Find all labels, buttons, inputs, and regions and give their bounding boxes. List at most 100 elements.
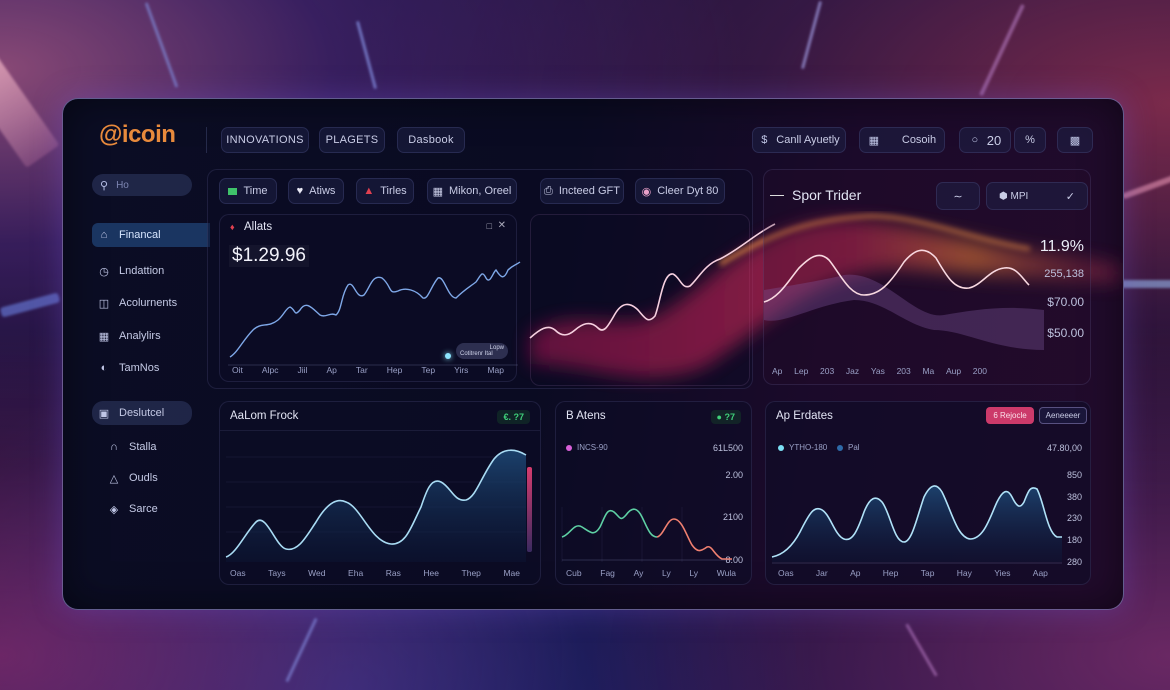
glow-wave-chart bbox=[529, 213, 1120, 378]
bar-chart-icon: ▩ bbox=[1069, 134, 1081, 147]
coin-button[interactable]: ▦ Cosoih bbox=[859, 127, 945, 153]
legend-dot-icon bbox=[837, 445, 843, 451]
sidebar-label: Oudls bbox=[129, 472, 158, 484]
stat-volume: 255,138 bbox=[1044, 268, 1084, 280]
sidebar-sub-stalla[interactable]: ∩ Stalla bbox=[92, 435, 208, 459]
sidebar-label: Lndattion bbox=[119, 265, 165, 277]
bg-light-streak bbox=[144, 2, 179, 88]
action-frock-area-chart bbox=[225, 449, 527, 562]
desktop-icon: ▣ bbox=[98, 407, 110, 420]
filter-label: Tirles bbox=[380, 185, 407, 197]
bg-light-streak bbox=[285, 617, 318, 683]
home-icon: ⌂ bbox=[100, 229, 108, 241]
bg-light-streak bbox=[0, 292, 61, 318]
bg-light-streak bbox=[1120, 280, 1170, 288]
nav-label: Dasbook bbox=[408, 134, 454, 146]
legend-dot-icon bbox=[566, 445, 572, 451]
nav-plagets[interactable]: PLAGETS bbox=[319, 127, 385, 153]
mpi-toggle[interactable]: ⬢ MPI ✓ bbox=[986, 182, 1088, 210]
green-square-icon bbox=[228, 187, 238, 195]
nav-dasbook[interactable]: Dasbook bbox=[397, 127, 465, 153]
bg-light-streak bbox=[979, 3, 1025, 97]
filter-mikon[interactable]: ▦ Mikon, Oreel bbox=[427, 178, 517, 204]
spot-trader-line-chart bbox=[763, 249, 1044, 350]
card-title: AaLom Frock bbox=[230, 410, 299, 422]
recycle-button[interactable]: 6 Rejocle bbox=[986, 407, 1034, 424]
sidebar-label: Deslutcel bbox=[119, 407, 165, 419]
nav-innovations[interactable]: INNOVATIONS bbox=[221, 127, 309, 153]
stat-percent: 11.9% bbox=[1039, 238, 1084, 255]
filter-time[interactable]: Time bbox=[219, 178, 277, 204]
y-label: 2.00 bbox=[725, 470, 743, 480]
allats-x-axis: Oit Alpc Jiil Ap Tar Hep Tep Yirs Map bbox=[232, 365, 504, 375]
search-input[interactable]: ⚲ Ho bbox=[92, 174, 192, 196]
sidebar-item-tamnos[interactable]: ◐ TamNos bbox=[92, 356, 208, 380]
bell-icon: △ bbox=[109, 472, 119, 485]
sidebar-label: Acolurnents bbox=[119, 297, 178, 309]
sidebar-label: Stalla bbox=[129, 441, 157, 453]
header-divider bbox=[206, 127, 207, 153]
sidebar-item-acolurnents[interactable]: ◫ Acolurnents bbox=[92, 291, 208, 315]
y-label: 850 bbox=[1066, 470, 1082, 480]
answer-button[interactable]: Aeneeeer bbox=[1039, 407, 1087, 424]
y-label: 280 bbox=[1066, 557, 1082, 567]
allats-card: ♦ Allats □ ✕ $1.29.96 Lopw Cotitrenr Ita… bbox=[219, 214, 521, 382]
globe-icon: ◉ bbox=[641, 185, 652, 198]
b-alerts-line-chart bbox=[561, 507, 732, 562]
red-flask-icon: ▲ bbox=[363, 185, 375, 197]
grid-icon: ▦ bbox=[868, 134, 880, 147]
scroll-indicator[interactable] bbox=[527, 467, 532, 552]
bg-light-streak bbox=[905, 623, 938, 677]
filter-label: Incteed GFT bbox=[558, 185, 620, 197]
cash-label: Canll Ayuetly bbox=[776, 134, 840, 146]
filter-atiws[interactable]: ♥ Atiws bbox=[288, 178, 344, 204]
bar-chart-button[interactable]: ▩ bbox=[1057, 127, 1093, 153]
b-alerts-card: B Atens ● ?7 INCS-90 61L500 2.00 2100 8.… bbox=[555, 401, 752, 585]
spot-trader-x-axis: Ap Lep 203 Jaz Yas 203 Ma Aup 200 bbox=[772, 366, 987, 376]
check-icon: ✓ bbox=[1065, 190, 1075, 203]
data-point-marker[interactable] bbox=[445, 353, 451, 359]
card-title: Allats bbox=[244, 221, 273, 233]
sidebar-group-deslutcel[interactable]: ▣ Deslutcel bbox=[92, 401, 192, 425]
sidebar-sub-sarce[interactable]: ◈ Sarce bbox=[92, 497, 208, 521]
sidebar-sub-oudls[interactable]: △ Oudls bbox=[92, 466, 208, 490]
analytics-icon: ▦ bbox=[98, 330, 110, 343]
filter-label: Mikon, Oreel bbox=[449, 185, 512, 197]
bg-light-streak bbox=[1121, 166, 1170, 200]
printer-icon: ⎙ bbox=[544, 184, 553, 197]
sidebar-label: TamNos bbox=[119, 362, 160, 374]
legend-label: YTHO-180 bbox=[789, 443, 828, 452]
action-frock-x-axis: Oas Tays Wed Eha Ras Hee Thep Mae bbox=[230, 568, 520, 578]
wave-icon: ∼ bbox=[953, 190, 963, 203]
stat-price-high: $70.00 bbox=[1047, 295, 1084, 309]
filter-incteed[interactable]: ⎙ Incteed GFT bbox=[540, 178, 624, 204]
dollar-icon: $ bbox=[761, 134, 768, 146]
filter-tirles[interactable]: ▲ Tirles bbox=[356, 178, 414, 204]
percent-icon: % bbox=[1025, 134, 1035, 146]
filter-cleer[interactable]: ◉ Cleer Dyt 80 bbox=[635, 178, 725, 204]
wave-toggle-button[interactable]: ∼ bbox=[936, 182, 980, 210]
change-tag: €. ?7 bbox=[497, 410, 530, 424]
card-title: B Atens bbox=[566, 410, 606, 422]
search-placeholder: Ho bbox=[116, 179, 129, 191]
bg-light-streak bbox=[800, 0, 823, 70]
bg-light-streak bbox=[0, 22, 60, 168]
heart-icon: ♥ bbox=[296, 185, 304, 197]
nav-label: PLAGETS bbox=[325, 134, 379, 146]
filter-label: Cleer Dyt 80 bbox=[657, 185, 719, 197]
legend-dot-icon bbox=[778, 445, 784, 451]
y-label: 61L500 bbox=[712, 443, 743, 453]
calendar-icon: ▦ bbox=[432, 185, 444, 198]
percent-button[interactable]: % bbox=[1014, 127, 1046, 153]
y-label: 47.80,00 bbox=[1046, 443, 1082, 453]
card-title: Spor Trider bbox=[792, 187, 862, 203]
sidebar-item-lndattion[interactable]: ◷ Lndattion bbox=[92, 259, 208, 283]
copy-icon[interactable]: □ bbox=[486, 221, 492, 231]
sidebar-item-financal[interactable]: ⌂ Financal bbox=[92, 223, 210, 247]
close-icon[interactable]: ✕ bbox=[497, 220, 506, 231]
y-label: 230 bbox=[1066, 513, 1082, 523]
counter-button[interactable]: ○ 20 bbox=[959, 127, 1011, 153]
cash-button[interactable]: $ Canll Ayuetly bbox=[752, 127, 846, 153]
dashboard-window: @icoin INNOVATIONS PLAGETS Dasbook $ Can… bbox=[62, 98, 1124, 610]
sidebar-item-analylirs[interactable]: ▦ Analylirs bbox=[92, 324, 208, 348]
